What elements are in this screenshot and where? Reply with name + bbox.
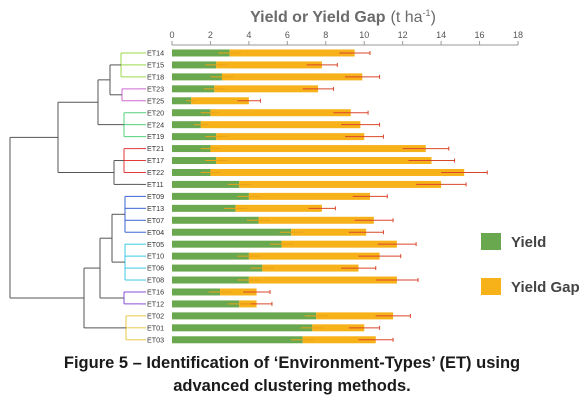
category-label: ET23 [147, 84, 164, 93]
x-tick-label: 8 [323, 30, 328, 40]
bar-yield-gap [220, 288, 257, 296]
bar-yield [172, 109, 211, 117]
x-tick-label: 16 [475, 30, 485, 40]
bar-yield [172, 276, 249, 284]
bar-yield-gap [312, 324, 365, 332]
bar-yield [172, 145, 211, 153]
legend-swatch-gap [481, 278, 501, 295]
x-tick-label: 2 [208, 30, 213, 40]
bar-yield-gap [262, 264, 359, 272]
bar-yield-gap [216, 133, 365, 141]
bar-yield-gap [210, 168, 465, 176]
bar-yield-gap [210, 109, 351, 117]
category-label: ET05 [147, 240, 164, 249]
bar-yield [172, 240, 282, 248]
x-axis: 0 2 4 6 8 10 12 14 16 18 [169, 30, 523, 46]
bar-yield-gap [248, 276, 397, 284]
category-label: ET15 [147, 61, 164, 70]
category-label: ET03 [147, 335, 164, 344]
category-label: ET19 [147, 132, 164, 141]
bar-yield-gap [216, 61, 322, 69]
bar-yield [172, 192, 249, 200]
bar-yield-gap [258, 216, 374, 224]
bar-yield-gap [200, 121, 361, 129]
bar-yield [172, 228, 292, 236]
category-label: ET17 [147, 156, 164, 165]
bar-yield-gap [291, 228, 367, 236]
bar-yield-gap [216, 157, 432, 165]
category-label: ET12 [147, 300, 164, 309]
category-label: ET08 [147, 276, 164, 285]
chart-title: Yield or Yield Gap (t ha-1) [250, 8, 436, 26]
category-label: ET18 [147, 72, 164, 81]
category-label: ET22 [147, 168, 164, 177]
figure-caption: Figure 5 – Identification of ‘Environmen… [0, 352, 584, 398]
caption-line-1: Figure 5 – Identification of ‘Environmen… [63, 354, 521, 372]
bar-yield [172, 168, 211, 176]
x-tick-label: 0 [169, 30, 174, 40]
category-label: ET10 [147, 252, 164, 261]
legend-label-gap: Yield Gap [511, 279, 580, 296]
bar-yield-gap [214, 85, 319, 93]
category-label: ET04 [147, 228, 164, 237]
bar-yield [172, 216, 259, 224]
bar-yield-gap [302, 336, 376, 344]
x-tick-label: 14 [436, 30, 446, 40]
category-label: ET09 [147, 192, 164, 201]
category-label: ET16 [147, 288, 164, 297]
bar-yield [172, 133, 217, 141]
bar-yield-gap [239, 180, 442, 188]
category-label: ET01 [147, 323, 164, 332]
category-label: ET06 [147, 264, 164, 273]
bar-yield [172, 324, 313, 332]
category-label: ET11 [147, 180, 164, 189]
bars [172, 49, 465, 344]
bar-yield [172, 180, 240, 188]
category-labels: ET14 ET15 ET18 ET23 ET25 ET20 ET24 ET19 ET21 ET17… [147, 49, 164, 345]
bar-yield [172, 288, 221, 296]
chart: Yield or Yield Gap (t ha-1) 0 2 4 6 8 10 12 14 16… [9, 8, 580, 345]
bar-yield-gap [210, 145, 426, 153]
category-label: ET25 [147, 96, 164, 105]
bar-yield [172, 157, 217, 165]
bar-yield [172, 49, 230, 57]
dendrogram [9, 52, 146, 341]
bar-yield [172, 300, 240, 308]
bar-yield-gap [229, 49, 355, 57]
x-tick-label: 10 [359, 30, 369, 40]
bar-yield-gap [248, 252, 380, 260]
category-label: ET24 [147, 120, 164, 129]
x-tick-label: 4 [246, 30, 251, 40]
bar-yield [172, 312, 317, 320]
bar-yield-gap [221, 73, 363, 81]
bar-yield-gap [248, 192, 370, 200]
bar-yield [172, 121, 201, 129]
category-label: ET21 [147, 144, 164, 153]
bar-yield [172, 204, 236, 212]
category-label: ET14 [147, 49, 164, 58]
bar-yield [172, 61, 217, 69]
bar-yield-gap [316, 312, 394, 320]
category-label: ET20 [147, 108, 164, 117]
caption-line-2: advanced clustering methods. [173, 377, 411, 395]
legend-swatch-yield [481, 233, 501, 250]
legend: Yield Yield Gap [481, 233, 580, 296]
error-bars [186, 50, 488, 342]
category-label: ET07 [147, 216, 164, 225]
category-label: ET13 [147, 204, 164, 213]
bar-yield-gap [191, 97, 249, 105]
bar-yield [172, 252, 249, 260]
bar-yield [172, 73, 222, 81]
bar-yield [172, 264, 263, 272]
x-tick-label: 12 [398, 30, 408, 40]
category-label: ET02 [147, 311, 164, 320]
bar-yield-gap [281, 240, 397, 248]
bar-yield [172, 336, 303, 344]
x-tick-label: 6 [285, 30, 290, 40]
bar-yield [172, 97, 192, 105]
bar-yield [172, 85, 215, 93]
x-tick-label: 18 [513, 30, 523, 40]
bar-yield-gap [235, 204, 322, 212]
legend-label-yield: Yield [511, 234, 546, 251]
